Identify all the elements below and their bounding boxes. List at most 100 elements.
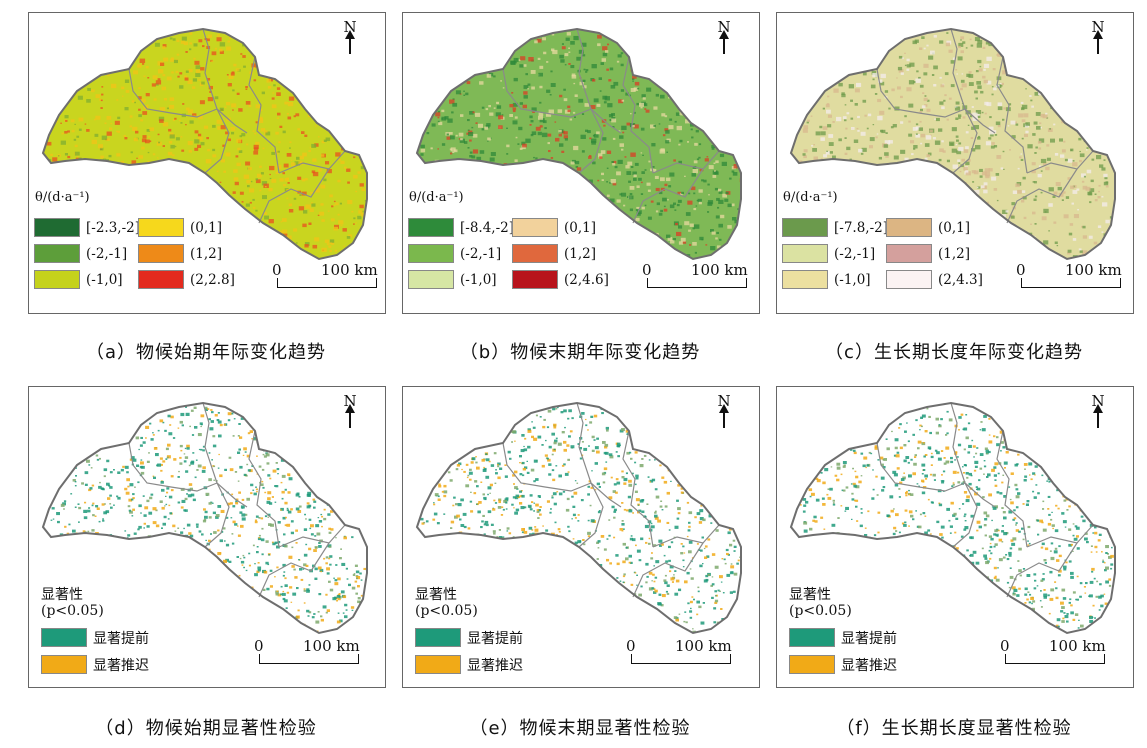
legend-label: (-1,0] bbox=[86, 271, 123, 288]
legend-swatch bbox=[138, 244, 184, 263]
legend-item: 显著推迟 bbox=[415, 654, 523, 675]
county-boundary bbox=[996, 56, 1028, 174]
legend-item: 显著推迟 bbox=[789, 654, 897, 675]
region-outline bbox=[415, 401, 742, 635]
scale-bar: 0 100 km bbox=[271, 261, 387, 295]
scale-label: 100 km bbox=[321, 261, 378, 279]
sig-p: (p<0.05) bbox=[41, 603, 104, 619]
county-boundary bbox=[1026, 150, 1094, 174]
caption-c: （c）生长期长度年际变化趋势 bbox=[825, 342, 1083, 363]
legend: [-8.4,-2] (0,1] (-2,-1] (1,2] (-1,0] (2,… bbox=[408, 217, 616, 290]
legend-item: [-8.4,-2] bbox=[408, 217, 515, 238]
north-arrow-icon: N bbox=[715, 19, 733, 54]
county-boundary bbox=[1006, 168, 1078, 224]
legend: 显著提前 显著推迟 bbox=[41, 627, 149, 681]
county-boundary bbox=[632, 168, 704, 224]
region-outline bbox=[789, 401, 1116, 635]
legend-label: (1,2] bbox=[938, 245, 971, 262]
legend-swatch bbox=[886, 270, 932, 289]
county-boundary bbox=[202, 402, 248, 508]
legend-label: (1,2] bbox=[564, 245, 597, 262]
map-panel-d: N 显著性 (p<0.05) 显著提前 显著推迟 0 100 km bbox=[28, 386, 386, 688]
county-boundary bbox=[876, 68, 966, 118]
scale-zero: 0 bbox=[642, 261, 652, 279]
legend-swatch bbox=[34, 244, 80, 263]
region-map bbox=[41, 27, 368, 261]
sig-title: 显著性 bbox=[415, 587, 457, 603]
legend-title: 显著性 (p<0.05) bbox=[415, 587, 478, 619]
county-boundary bbox=[576, 28, 622, 134]
legend-swatch bbox=[886, 244, 932, 263]
map-panel-f: N 显著性 (p<0.05) 显著提前 显著推迟 0 100 km bbox=[776, 386, 1134, 688]
legend-swatch bbox=[34, 218, 80, 237]
legend: [-2.3,-2] (0,1] (-2,-1] (1,2] (-1,0] (2,… bbox=[34, 217, 242, 290]
map-panel-c: N θ/(d·a⁻¹) [-7.8,-2] (0,1] (-2,-1] (1,2… bbox=[776, 12, 1134, 314]
legend-swatch bbox=[512, 270, 558, 289]
county-boundary bbox=[876, 442, 966, 492]
scale-bar: 0 100 km bbox=[999, 637, 1115, 671]
raster-texture bbox=[420, 32, 741, 259]
legend-swatch bbox=[41, 628, 87, 647]
legend-label: (2,2.8] bbox=[190, 271, 235, 288]
legend-swatch bbox=[782, 218, 828, 237]
raster-texture bbox=[420, 406, 741, 633]
legend-swatch bbox=[782, 244, 828, 263]
legend-label: 显著推迟 bbox=[93, 657, 149, 674]
legend-title: θ/(d·a⁻¹) bbox=[35, 190, 90, 205]
legend-item: (2,2.8] bbox=[138, 269, 242, 290]
county-boundary bbox=[950, 28, 996, 134]
north-arrow-icon: N bbox=[1089, 19, 1107, 54]
legend-item: (-1,0] bbox=[408, 269, 512, 290]
sig-p: (p<0.05) bbox=[789, 603, 852, 619]
legend-title: 显著性 (p<0.05) bbox=[41, 587, 104, 619]
map-panel-e: N 显著性 (p<0.05) 显著提前 显著推迟 0 100 km bbox=[402, 386, 760, 688]
legend-swatch bbox=[512, 218, 558, 237]
county-boundary bbox=[248, 56, 280, 174]
caption-f: （f）生长期长度显著性检验 bbox=[836, 718, 1072, 739]
legend-label: (1,2] bbox=[190, 245, 223, 262]
region-map bbox=[789, 27, 1116, 261]
legend-swatch bbox=[886, 218, 932, 237]
county-boundary bbox=[632, 542, 704, 598]
legend-label: (2,4.3] bbox=[938, 271, 983, 288]
region-fill bbox=[417, 29, 741, 259]
county-boundary bbox=[204, 482, 230, 548]
scale-label: 100 km bbox=[675, 637, 732, 655]
region-map bbox=[415, 27, 742, 261]
legend-swatch bbox=[138, 218, 184, 237]
scale-zero: 0 bbox=[1016, 261, 1026, 279]
county-boundary bbox=[996, 430, 1028, 548]
legend-label: (-2,-1] bbox=[86, 245, 128, 262]
legend-item: [-7.8,-2] bbox=[782, 217, 889, 238]
legend-swatch bbox=[789, 655, 835, 674]
sig-title: 显著性 bbox=[789, 587, 831, 603]
scale-bar: 0 100 km bbox=[1015, 261, 1131, 295]
legend-item: (0,1] bbox=[138, 217, 242, 238]
sig-title: 显著性 bbox=[41, 587, 83, 603]
caption-b: （b）物候末期年际变化趋势 bbox=[459, 342, 701, 363]
region-outline bbox=[41, 27, 368, 261]
north-arrow-icon: N bbox=[715, 393, 733, 428]
legend-label: [-8.4,-2] bbox=[460, 219, 515, 236]
county-boundary bbox=[952, 108, 978, 174]
county-boundary bbox=[652, 524, 720, 548]
map-panel-a: N θ/(d·a⁻¹) [-2.3,-2] (0,1] (-2,-1] (1,2… bbox=[28, 12, 386, 314]
legend-label: (-2,-1] bbox=[834, 245, 876, 262]
scale-zero: 0 bbox=[272, 261, 282, 279]
region-fill bbox=[43, 29, 367, 259]
county-boundary bbox=[622, 56, 654, 174]
county-boundary bbox=[578, 482, 604, 548]
legend-label: 显著推迟 bbox=[467, 657, 523, 674]
raster-texture bbox=[46, 32, 367, 254]
legend-item: (-2,-1] bbox=[782, 243, 886, 264]
legend-title: 显著性 (p<0.05) bbox=[789, 587, 852, 619]
north-arrow-icon: N bbox=[341, 19, 359, 54]
region-outline bbox=[415, 27, 742, 261]
region-map bbox=[415, 401, 742, 635]
legend: [-7.8,-2] (0,1] (-2,-1] (1,2] (-1,0] (2,… bbox=[782, 217, 990, 290]
caption-d: （d）物候始期显著性检验 bbox=[95, 718, 317, 739]
legend-label: [-7.8,-2] bbox=[834, 219, 889, 236]
scale-label: 100 km bbox=[691, 261, 748, 279]
legend-swatch bbox=[41, 655, 87, 674]
county-boundary bbox=[278, 524, 346, 548]
